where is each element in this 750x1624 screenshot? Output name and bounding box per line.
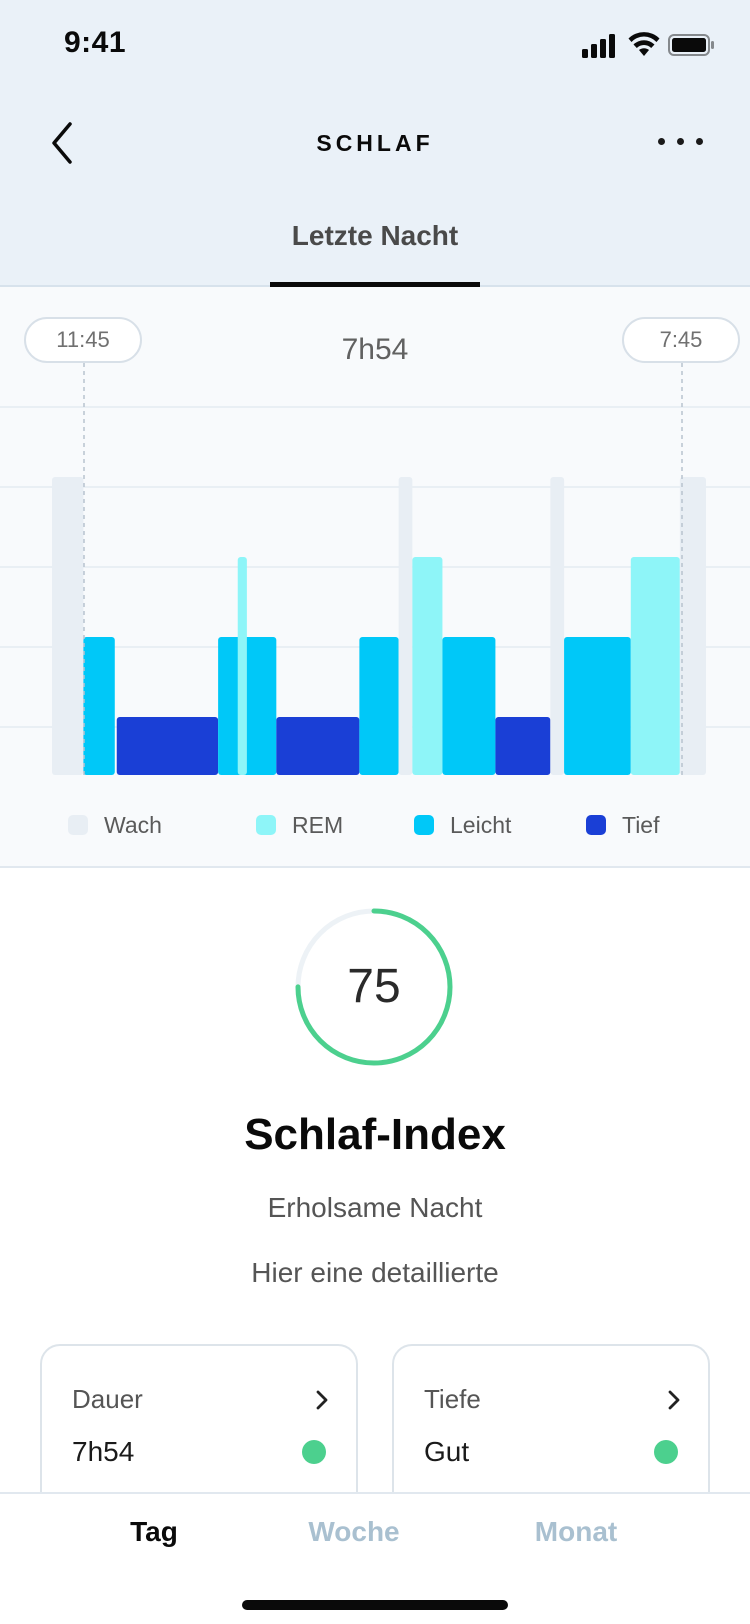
sleep-score-value: 75 — [347, 960, 401, 1013]
wifi-icon — [628, 32, 660, 56]
legend-item-leicht: Leicht — [414, 810, 511, 840]
card-title: Dauer — [72, 1384, 143, 1414]
bottom-tab-monat[interactable]: Monat — [534, 1516, 618, 1547]
tab-active-indicator — [270, 282, 480, 287]
sleep-score-ring — [295, 908, 453, 1066]
header-background — [0, 0, 750, 287]
more-options-icon[interactable] — [658, 136, 704, 150]
sleep-segment-leicht — [564, 637, 631, 775]
sleep-segment-leicht — [83, 637, 115, 775]
sleep-score-description: Hier eine detaillierte — [251, 1257, 499, 1288]
status-dot — [654, 1440, 678, 1464]
chevron-right-icon — [668, 1390, 680, 1410]
legend-swatch — [586, 815, 606, 835]
end-time-pill: 7:45 — [622, 317, 740, 363]
legend-item-tief: Tief — [586, 810, 660, 840]
sleep-segment-tief — [116, 717, 219, 775]
sleep-segment-tief — [276, 717, 360, 775]
sleep-duration: 7h54 — [341, 333, 409, 366]
chart-legend: Wach REM Leicht Tief — [0, 810, 750, 840]
cellular-signal-icon — [582, 32, 620, 58]
sleep-score-title: Schlaf-Index — [244, 1110, 506, 1159]
battery-icon — [668, 34, 714, 56]
legend-swatch — [256, 815, 276, 835]
legend-label: Tief — [622, 811, 660, 838]
sleep-segment-leicht — [218, 637, 277, 775]
tab-letzte-nacht[interactable]: Letzte Nacht — [291, 220, 459, 251]
sleep-segment-wach — [679, 477, 706, 775]
bottom-tab-tag[interactable]: Tag — [130, 1516, 178, 1547]
status-icons — [570, 30, 720, 60]
back-arrow-icon[interactable] — [42, 118, 82, 168]
sleep-segment-wach — [550, 477, 565, 775]
card-value: Gut — [424, 1436, 470, 1467]
card-tiefe[interactable]: Tiefe Gut — [392, 1344, 710, 1514]
sleep-segment-wach — [52, 477, 84, 775]
sleep-segment-leicht — [442, 637, 496, 775]
card-dauer[interactable]: Dauer 7h54 — [40, 1344, 358, 1514]
card-value: 7h54 — [72, 1436, 135, 1467]
sleep-segment-leicht — [359, 637, 399, 775]
start-time-pill: 11:45 — [24, 317, 142, 363]
status-time: 9:41 — [64, 26, 127, 59]
sleep-segment-rem — [630, 557, 680, 775]
card-title: Tiefe — [424, 1384, 481, 1414]
legend-label: Wach — [104, 811, 162, 838]
chart-section-divider — [0, 866, 750, 868]
sleep-score-subtitle: Erholsame Nacht — [267, 1192, 483, 1223]
legend-item-wach: Wach — [68, 810, 162, 840]
sleep-segment-rem — [412, 557, 443, 775]
sleep-segment-rem — [237, 557, 247, 775]
home-indicator — [242, 1600, 508, 1610]
page-title: SCHLAF — [316, 130, 434, 156]
legend-swatch — [68, 815, 88, 835]
legend-label: Leicht — [450, 811, 512, 838]
legend-item-rem: REM — [256, 810, 343, 840]
status-dot — [302, 1440, 326, 1464]
legend-label: REM — [292, 811, 344, 838]
sleep-segment-tief — [495, 717, 551, 775]
sleep-segment-wach — [398, 477, 413, 775]
legend-swatch — [414, 815, 434, 835]
chevron-right-icon — [316, 1390, 328, 1410]
bottom-tab-woche[interactable]: Woche — [308, 1516, 400, 1547]
sleep-stage-chart — [0, 363, 750, 775]
